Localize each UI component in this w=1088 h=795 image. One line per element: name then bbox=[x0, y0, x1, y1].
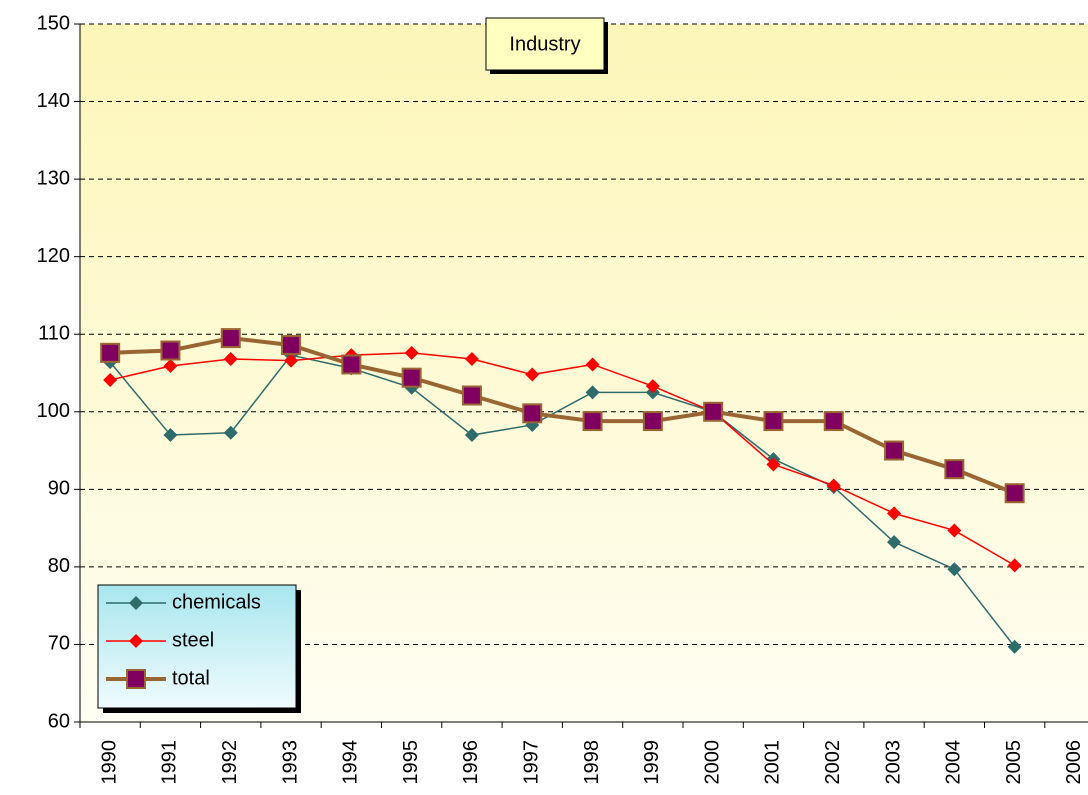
y-tick-label: 120 bbox=[37, 245, 70, 267]
series-line bbox=[109, 354, 1016, 648]
y-tick-label: 150 bbox=[37, 12, 70, 34]
series-line bbox=[110, 336, 1016, 496]
marker bbox=[766, 457, 781, 472]
marker bbox=[129, 634, 143, 648]
y-tick-label: 130 bbox=[37, 167, 70, 189]
marker bbox=[129, 596, 143, 610]
marker bbox=[126, 669, 146, 689]
x-tick-label: 1999 bbox=[641, 740, 663, 785]
marker bbox=[884, 440, 905, 461]
x-tick-label: 2003 bbox=[882, 740, 904, 785]
marker bbox=[887, 535, 902, 550]
marker bbox=[464, 352, 479, 367]
x-tick-label: 1992 bbox=[219, 740, 241, 785]
marker bbox=[826, 478, 841, 493]
marker bbox=[642, 411, 663, 432]
marker bbox=[223, 425, 238, 440]
marker bbox=[341, 354, 362, 375]
marker bbox=[223, 352, 238, 367]
marker bbox=[585, 357, 600, 372]
marker bbox=[703, 401, 724, 422]
marker bbox=[525, 367, 540, 382]
marker bbox=[284, 353, 299, 368]
marker bbox=[823, 411, 844, 432]
marker bbox=[1007, 558, 1022, 573]
legend-label: chemicals bbox=[172, 591, 261, 613]
marker bbox=[582, 411, 603, 432]
y-tick-label: 140 bbox=[37, 90, 70, 112]
marker bbox=[103, 372, 118, 387]
x-tick-label: 1993 bbox=[279, 740, 301, 785]
x-tick-label: 2001 bbox=[762, 740, 784, 785]
title-box bbox=[485, 17, 605, 71]
x-tick-label: 2004 bbox=[943, 740, 965, 785]
x-tick-label: 1998 bbox=[581, 740, 603, 785]
x-tick-label: 1991 bbox=[159, 740, 181, 785]
y-tick-label: 100 bbox=[37, 400, 70, 422]
marker bbox=[1007, 639, 1022, 654]
x-tick-label: 2000 bbox=[701, 740, 723, 785]
x-tick-label: 1997 bbox=[521, 740, 543, 785]
x-tick-label: 1994 bbox=[340, 740, 362, 785]
series-line bbox=[109, 352, 1016, 566]
marker bbox=[887, 506, 902, 521]
marker bbox=[645, 379, 660, 394]
legend-label: total bbox=[172, 667, 210, 689]
x-tick-label: 2006 bbox=[1063, 740, 1085, 785]
x-tick-label: 1995 bbox=[400, 740, 422, 785]
marker bbox=[763, 411, 784, 432]
marker bbox=[220, 328, 241, 349]
marker bbox=[461, 385, 482, 406]
marker bbox=[100, 342, 121, 363]
x-tick-label: 1990 bbox=[98, 740, 120, 785]
y-tick-label: 70 bbox=[48, 633, 70, 655]
marker bbox=[160, 340, 181, 361]
marker bbox=[404, 345, 419, 360]
y-tick-label: 90 bbox=[48, 478, 70, 500]
plot-area: 60 70 80 90 100 110 120 130 140 150 1990 1991 1992 19… bbox=[37, 12, 1088, 785]
y-tick-label: 110 bbox=[38, 323, 70, 345]
marker bbox=[1004, 483, 1025, 504]
marker bbox=[947, 562, 962, 577]
marker bbox=[585, 385, 600, 400]
marker bbox=[522, 403, 543, 424]
marker bbox=[163, 428, 178, 443]
marker bbox=[163, 359, 178, 374]
x-tick-label: 1996 bbox=[460, 740, 482, 785]
marker bbox=[944, 459, 965, 480]
y-tick-label: 60 bbox=[48, 710, 70, 732]
x-tick-label: 2002 bbox=[822, 740, 844, 785]
x-tick-label: 2005 bbox=[1003, 740, 1025, 785]
marker bbox=[947, 523, 962, 538]
chart-title: Industry bbox=[509, 33, 580, 55]
marker bbox=[401, 367, 422, 388]
legend-label: steel bbox=[172, 629, 214, 651]
marker bbox=[464, 428, 479, 443]
marker bbox=[281, 335, 302, 356]
y-tick-label: 80 bbox=[48, 555, 70, 577]
